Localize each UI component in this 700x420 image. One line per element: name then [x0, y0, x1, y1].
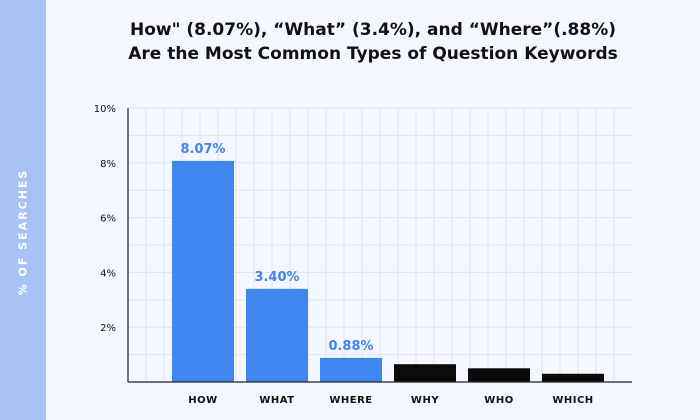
bar-which [542, 373, 604, 382]
data-label: 8.07% [180, 142, 225, 157]
x-tick-label: WHICH [552, 395, 593, 406]
bar-who [468, 368, 530, 382]
bar-where [320, 357, 382, 382]
chart-title-line-1: How" (8.07%), “What” (3.4%), and “Where”… [129, 20, 617, 40]
chart-title-line-2: Are the Most Common Types of Question Ke… [128, 44, 618, 64]
x-tick-label: WHO [484, 395, 513, 406]
data-label: 3.40% [254, 270, 299, 285]
bar-why [394, 364, 456, 382]
data-label: 0.88% [328, 339, 373, 354]
bar-how [172, 160, 234, 382]
x-tick-label: WHAT [259, 395, 294, 406]
y-tick-label: 2% [100, 323, 116, 334]
y-tick-label: 6% [100, 214, 116, 225]
axis-band: % OF SEARCHES [0, 0, 46, 420]
bar-what [246, 288, 308, 382]
chart-title: How" (8.07%), “What” (3.4%), and “Where”… [46, 18, 700, 66]
x-tick-label: WHERE [329, 395, 372, 406]
y-tick-label: 8% [100, 159, 116, 170]
x-tick-label: HOW [188, 395, 217, 406]
y-tick-label: 4% [100, 268, 116, 279]
x-tick-label: WHY [411, 395, 439, 406]
y-tick-label: 10% [94, 104, 116, 115]
